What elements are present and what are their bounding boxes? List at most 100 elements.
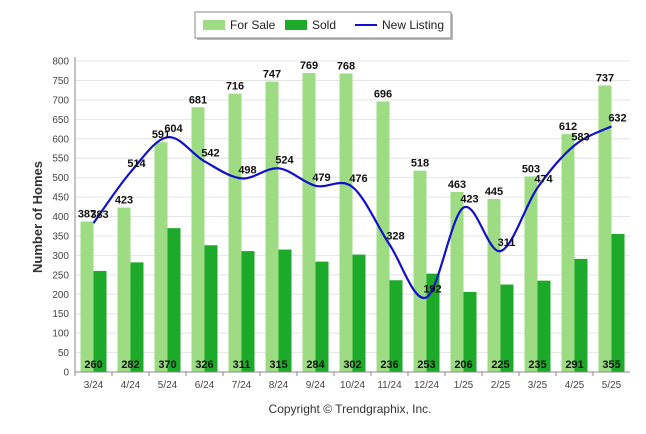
label-new-listing: 524: [275, 154, 294, 166]
copyright-text: Copyright © Trendgraphix, Inc.: [269, 402, 432, 416]
y-tick-label: 400: [52, 212, 69, 223]
label-new-listing: 423: [460, 194, 478, 206]
y-tick-label: 200: [52, 290, 69, 301]
label-sold: 236: [380, 359, 398, 371]
label-sold: 260: [84, 359, 102, 371]
label-for-sale: 768: [337, 60, 355, 72]
label-sold: 253: [417, 359, 435, 371]
label-for-sale: 737: [596, 72, 614, 84]
label-new-listing: 583: [571, 131, 589, 143]
x-tick-label: 6/24: [195, 380, 215, 391]
bar-sold: [315, 261, 329, 372]
bars: [80, 73, 625, 373]
new-listing-path: [92, 125, 613, 299]
x-tick-label: 9/24: [306, 380, 326, 391]
bar-sold: [352, 254, 366, 372]
label-sold: 235: [528, 359, 546, 371]
bar-sold: [241, 251, 255, 372]
label-sold: 370: [158, 359, 176, 371]
y-tick-label: 450: [52, 193, 69, 204]
y-tick-label: 500: [52, 173, 69, 184]
bar-for-sale: [598, 85, 612, 373]
legend-label: New Listing: [382, 18, 444, 32]
label-new-listing: 498: [238, 164, 256, 176]
bar-for-sale: [117, 207, 131, 372]
label-new-listing: 311: [498, 237, 516, 249]
label-sold: 311: [233, 359, 251, 371]
label-for-sale: 747: [263, 69, 281, 81]
label-for-sale: 423: [115, 195, 133, 207]
label-for-sale: 716: [226, 81, 244, 93]
label-for-sale: 681: [189, 94, 207, 106]
y-tick-label: 350: [52, 231, 69, 242]
label-sold: 206: [454, 359, 472, 371]
new-listing-line: [92, 125, 613, 299]
x-tick-label: 3/24: [84, 380, 104, 391]
bar-for-sale: [524, 176, 538, 372]
x-tick-label: 1/25: [454, 380, 474, 391]
label-new-listing: 514: [127, 158, 146, 170]
label-new-listing: 542: [201, 147, 219, 159]
x-tick-label: 4/25: [565, 380, 585, 391]
y-tick-label: 300: [52, 251, 69, 262]
bar-for-sale: [487, 199, 501, 372]
bar-for-sale: [339, 73, 353, 372]
label-for-sale: 769: [300, 60, 318, 72]
bar-for-sale: [154, 142, 168, 372]
bar-sold: [130, 262, 144, 372]
y-tick-label: 650: [52, 115, 69, 126]
x-tick-label: 7/24: [232, 380, 252, 391]
axes: 0 50 100 150 200 250 300 350 400 450 500 550 600 650 7…: [52, 57, 630, 391]
label-new-listing: 192: [423, 283, 441, 295]
bar-sold: [167, 228, 181, 372]
label-sold: 282: [121, 359, 139, 371]
legend: For Sale Sold New Listing: [194, 11, 453, 40]
label-new-listing: 479: [312, 172, 330, 184]
legend-swatch: [203, 20, 225, 30]
y-tick-label: 150: [52, 309, 69, 320]
legend-box: [194, 11, 452, 39]
x-tick-label: 2/25: [491, 380, 511, 391]
label-for-sale: 696: [374, 88, 392, 100]
bar-sold: [204, 245, 218, 372]
x-tick-label: 3/25: [528, 380, 548, 391]
x-tick-label: 8/24: [269, 380, 289, 391]
label-for-sale: 591: [152, 129, 170, 141]
y-axis-label: Number of Homes: [30, 161, 45, 273]
label-sold: 284: [306, 359, 325, 371]
y-tick-label: 100: [52, 329, 69, 340]
bar-sold: [93, 270, 107, 372]
y-tick-label: 600: [52, 134, 69, 145]
label-sold: 302: [343, 359, 361, 371]
bar-for-sale: [191, 107, 205, 372]
x-tick-label: 11/24: [377, 380, 402, 391]
bar-sold: [426, 273, 440, 372]
bar-for-sale: [376, 101, 390, 373]
bar-for-sale: [228, 93, 242, 372]
label-for-sale: 503: [522, 163, 540, 175]
label-sold: 315: [269, 359, 287, 371]
bar-for-sale: [302, 73, 316, 373]
label-for-sale: 387: [78, 209, 96, 221]
label-sold: 225: [491, 359, 509, 371]
legend-swatch: [285, 20, 307, 30]
label-sold: 291: [565, 359, 583, 371]
label-new-listing: 632: [608, 112, 626, 124]
y-tick-label: 800: [52, 57, 69, 68]
bar-for-sale: [265, 81, 279, 372]
legend-label: For Sale: [230, 18, 276, 32]
label-for-sale: 518: [411, 158, 429, 170]
y-tick-label: 750: [52, 76, 69, 87]
label-sold: 326: [195, 359, 213, 371]
y-tick-label: 700: [52, 95, 69, 106]
label-for-sale: 445: [485, 186, 503, 198]
label-for-sale: 612: [559, 121, 577, 133]
label-new-listing: 474: [534, 174, 553, 186]
x-tick-label: 5/25: [602, 380, 622, 391]
bar-sold: [574, 258, 588, 372]
legend-label: Sold: [312, 18, 336, 32]
x-tick-label: 4/24: [121, 380, 141, 391]
bar-sold: [500, 284, 514, 372]
bar-for-sale: [80, 221, 94, 372]
bar-sold: [278, 249, 292, 372]
